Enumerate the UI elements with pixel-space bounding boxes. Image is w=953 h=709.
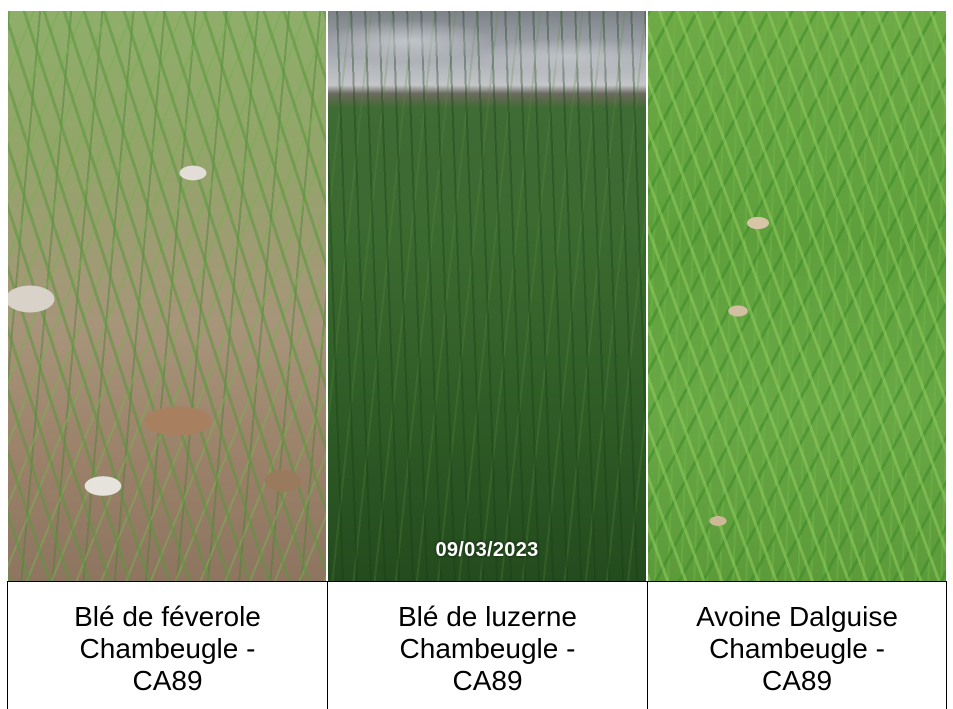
- caption-location: Chambeugle -: [79, 632, 256, 664]
- caption-cell-3: Avoine Dalguise Chambeugle - CA89: [648, 582, 946, 709]
- caption-cell-1: Blé de féverole Chambeugle - CA89: [8, 582, 328, 709]
- caption-table: Blé de féverole Chambeugle - CA89 Blé de…: [7, 581, 947, 709]
- caption-title: Blé de luzerne: [397, 600, 577, 632]
- caption-title: Blé de féverole: [74, 600, 261, 632]
- photo-ble-de-feverole: [8, 11, 326, 581]
- sky-clouds: [328, 11, 646, 91]
- photo-date: 09/03/2023: [435, 539, 539, 561]
- caption-cell-2: Blé de luzerne Chambeugle - CA89: [328, 582, 648, 709]
- caption-code: CA89: [132, 664, 203, 696]
- caption-code: CA89: [452, 664, 523, 696]
- photo-avoine-dalguise: [648, 11, 946, 581]
- caption-code: CA89: [761, 664, 833, 696]
- photo-strip: 09/03/2023: [8, 11, 946, 581]
- caption-title: Avoine Dalguise: [696, 600, 898, 632]
- caption-location: Chambeugle -: [399, 632, 576, 664]
- photo-ble-de-luzerne: 09/03/2023: [328, 11, 646, 581]
- caption-location: Chambeugle -: [709, 632, 885, 664]
